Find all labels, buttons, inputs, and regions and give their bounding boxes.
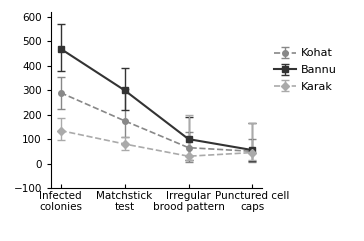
Legend: Kohat, Bannu, Karak: Kohat, Bannu, Karak xyxy=(270,44,341,96)
